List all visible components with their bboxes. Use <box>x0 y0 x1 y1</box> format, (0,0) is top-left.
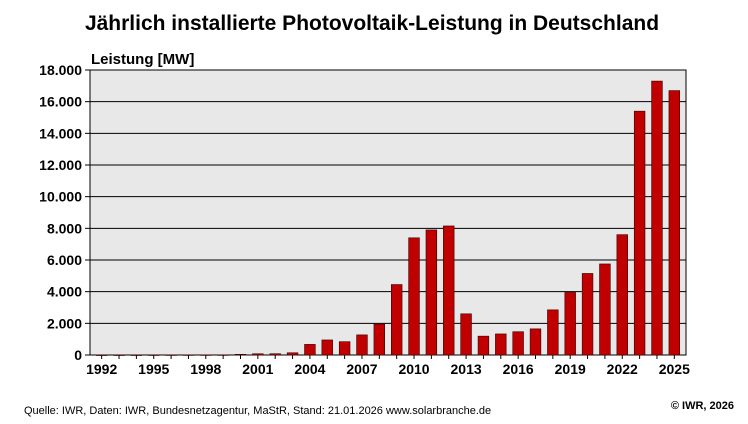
x-tick-label: 1992 <box>86 361 117 377</box>
x-tick-label: 2025 <box>659 361 690 377</box>
bar <box>512 331 524 356</box>
bar <box>443 225 455 356</box>
bar <box>338 341 351 356</box>
y-tick-label: 10.000 <box>39 189 82 205</box>
bar <box>252 353 264 356</box>
bar <box>477 335 490 356</box>
y-tick-label: 8.000 <box>47 220 82 236</box>
bar <box>234 354 247 356</box>
x-tick-label: 2010 <box>398 361 429 377</box>
y-tick-label: 18.000 <box>39 62 82 78</box>
x-tick-label: 2007 <box>346 361 377 377</box>
y-tick-label: 0 <box>74 347 82 363</box>
bar <box>269 353 281 356</box>
bar <box>460 313 472 356</box>
bar <box>581 273 594 356</box>
bars <box>95 80 681 356</box>
y-axis-label: Leistung [MW] <box>91 51 194 68</box>
gridlines <box>90 101 686 324</box>
bar <box>286 352 299 356</box>
x-tick-label: 1998 <box>190 361 221 377</box>
chart-title: Jährlich installierte Photovoltaik-Leist… <box>85 12 659 35</box>
y-tick-label: 4.000 <box>47 284 82 300</box>
bar <box>356 334 368 356</box>
bar <box>321 339 333 356</box>
bar <box>564 292 576 356</box>
plot-area <box>89 69 687 356</box>
bar <box>373 323 386 356</box>
x-axis-ticks: 1992 1995 1998 2001 2004 2007 2010 2013 2016 2019… <box>86 355 690 377</box>
bar <box>529 328 542 356</box>
x-tick-label: 2001 <box>242 361 273 377</box>
y-axis-ticks: 0 2.000 4.000 6.000 8.000 10.000 12.000 14.000 1… <box>39 62 90 363</box>
source-note: Quelle: IWR, Daten: IWR, Bundesnetzagent… <box>24 405 491 417</box>
y-tick-label: 6.000 <box>47 252 82 268</box>
bar <box>668 90 681 356</box>
x-tick-label: 2016 <box>503 361 534 377</box>
x-tick-label: 2004 <box>294 361 325 377</box>
bar <box>599 263 611 356</box>
y-tick-label: 2.000 <box>47 315 82 331</box>
y-tick-label: 16.000 <box>39 94 82 110</box>
x-tick-label: 2019 <box>555 361 586 377</box>
bar <box>651 80 663 356</box>
bar <box>408 237 420 356</box>
bar <box>304 344 316 356</box>
y-tick-label: 12.000 <box>39 157 82 173</box>
bar <box>616 234 628 356</box>
y-tick-label: 14.000 <box>39 125 82 141</box>
bar <box>547 309 559 356</box>
bar <box>495 333 507 356</box>
x-tick-label: 1995 <box>138 361 169 377</box>
copyright-note: © IWR, 2026 <box>671 400 734 412</box>
bar <box>425 229 438 356</box>
x-tick-label: 2013 <box>451 361 482 377</box>
bar <box>633 110 646 356</box>
bar <box>390 284 403 356</box>
x-tick-label: 2022 <box>607 361 638 377</box>
